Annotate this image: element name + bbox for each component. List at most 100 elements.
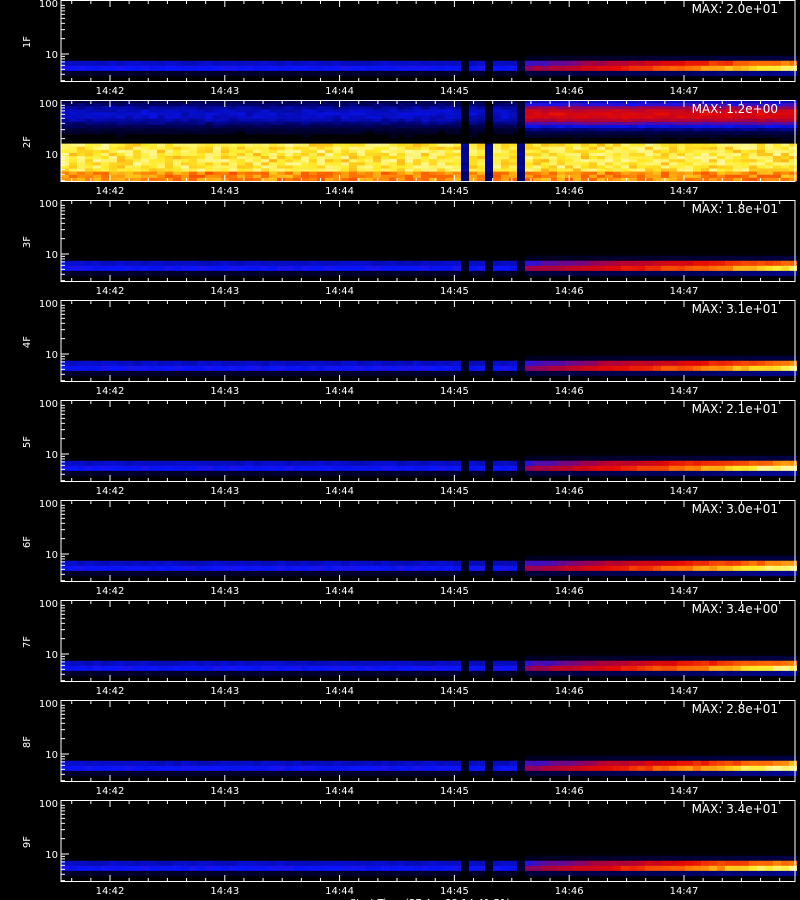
heatmap-cell bbox=[789, 143, 797, 148]
heatmap-3F bbox=[61, 255, 797, 277]
heatmap-cell bbox=[749, 270, 757, 277]
heatmap-cell bbox=[349, 115, 357, 119]
heatmap-cell bbox=[301, 152, 309, 157]
heatmap-cell bbox=[501, 370, 509, 377]
heatmap-cell bbox=[381, 162, 389, 166]
heatmap-cell bbox=[285, 270, 293, 277]
heatmap-cell bbox=[597, 134, 605, 138]
heatmap-cell bbox=[549, 570, 557, 577]
heatmap-cell bbox=[333, 106, 341, 110]
heatmap-cell bbox=[133, 560, 141, 567]
heatmap-cell bbox=[461, 560, 469, 567]
heatmap-cell bbox=[637, 149, 645, 154]
heatmap-cell bbox=[445, 470, 453, 477]
heatmap-cell bbox=[181, 770, 189, 777]
heatmap-cell bbox=[365, 152, 373, 157]
heatmap-cell bbox=[205, 124, 213, 129]
heatmap-cell bbox=[93, 360, 101, 367]
heatmap-cell bbox=[373, 570, 381, 577]
heatmap-cell bbox=[197, 174, 205, 179]
heatmap-cell bbox=[541, 177, 549, 182]
heatmap-cell bbox=[701, 128, 709, 132]
heatmap-cell bbox=[773, 360, 781, 367]
heatmap-cell bbox=[453, 177, 461, 182]
heatmap-cell bbox=[701, 470, 709, 477]
heatmap-cell bbox=[189, 124, 197, 129]
heatmap-cell bbox=[397, 65, 405, 72]
heatmap-cell bbox=[509, 121, 517, 126]
heatmap-cell bbox=[397, 670, 405, 677]
heatmap-cell bbox=[341, 152, 349, 157]
heatmap-cell bbox=[269, 560, 277, 567]
heatmap-cell bbox=[789, 655, 797, 662]
x-tick-label: 14:43 bbox=[210, 486, 239, 497]
heatmap-cell bbox=[693, 60, 701, 67]
heatmap-cell bbox=[605, 365, 613, 372]
heatmap-cell bbox=[709, 60, 717, 67]
heatmap-cell bbox=[773, 121, 781, 126]
heatmap-cell bbox=[213, 660, 221, 667]
heatmap-cell bbox=[117, 131, 125, 135]
heatmap-cell bbox=[269, 565, 277, 572]
heatmap-cell bbox=[541, 465, 549, 472]
heatmap-cell bbox=[709, 112, 717, 116]
heatmap-cell bbox=[149, 128, 157, 132]
heatmap-cell bbox=[621, 360, 629, 367]
heatmap-cell bbox=[565, 55, 573, 62]
heatmap-cell bbox=[629, 55, 637, 62]
heatmap-cell bbox=[277, 143, 285, 148]
heatmap-cell bbox=[645, 152, 653, 157]
heatmap-cell bbox=[637, 570, 645, 577]
heatmap-cell bbox=[517, 560, 525, 567]
heatmap-cell bbox=[621, 131, 629, 135]
heatmap-cell bbox=[173, 765, 181, 772]
heatmap-cell bbox=[197, 470, 205, 477]
heatmap-cell bbox=[741, 365, 749, 372]
heatmap-cell bbox=[357, 470, 365, 477]
heatmap-cell bbox=[757, 131, 765, 135]
heatmap-cell bbox=[253, 270, 261, 277]
heatmap-cell bbox=[621, 570, 629, 577]
heatmap-cell bbox=[661, 124, 669, 129]
heatmap-cell bbox=[421, 162, 429, 166]
heatmap-cell bbox=[605, 55, 613, 62]
heatmap-cell bbox=[157, 118, 165, 123]
heatmap-cell bbox=[509, 270, 517, 277]
heatmap-cell bbox=[773, 118, 781, 123]
heatmap-cell bbox=[181, 470, 189, 477]
heatmap-cell bbox=[325, 103, 333, 107]
heatmap-cell bbox=[349, 106, 357, 110]
heatmap-cell bbox=[277, 460, 285, 467]
heatmap-cell bbox=[613, 665, 621, 672]
heatmap-cell bbox=[85, 152, 93, 157]
heatmap-cell bbox=[629, 152, 637, 157]
heatmap-cell bbox=[213, 159, 221, 163]
heatmap-cell bbox=[117, 118, 125, 123]
heatmap-cell bbox=[557, 177, 565, 182]
heatmap-cell bbox=[581, 260, 589, 267]
heatmap-cell bbox=[613, 152, 621, 157]
heatmap-cell bbox=[373, 162, 381, 166]
heatmap-cell bbox=[221, 143, 229, 148]
heatmap-cell bbox=[501, 168, 509, 172]
heatmap-cell bbox=[293, 174, 301, 179]
heatmap-cell bbox=[517, 65, 525, 72]
heatmap-cell bbox=[245, 149, 253, 154]
plot-frame-2F bbox=[60, 100, 796, 182]
heatmap-cell bbox=[781, 460, 789, 467]
heatmap-cell bbox=[437, 156, 445, 160]
heatmap-cell bbox=[605, 665, 613, 672]
heatmap-cell bbox=[157, 128, 165, 132]
heatmap-cell bbox=[149, 770, 157, 777]
heatmap-cell bbox=[717, 365, 725, 372]
heatmap-cell bbox=[509, 770, 517, 777]
heatmap-cell bbox=[77, 460, 85, 467]
heatmap-cell bbox=[621, 770, 629, 777]
heatmap-cell bbox=[349, 760, 357, 767]
heatmap-cell bbox=[669, 70, 677, 77]
heatmap-cell bbox=[573, 162, 581, 166]
heatmap-cell bbox=[317, 260, 325, 267]
heatmap-cell bbox=[757, 174, 765, 179]
heatmap-cell bbox=[437, 177, 445, 182]
heatmap-cell bbox=[645, 460, 653, 467]
